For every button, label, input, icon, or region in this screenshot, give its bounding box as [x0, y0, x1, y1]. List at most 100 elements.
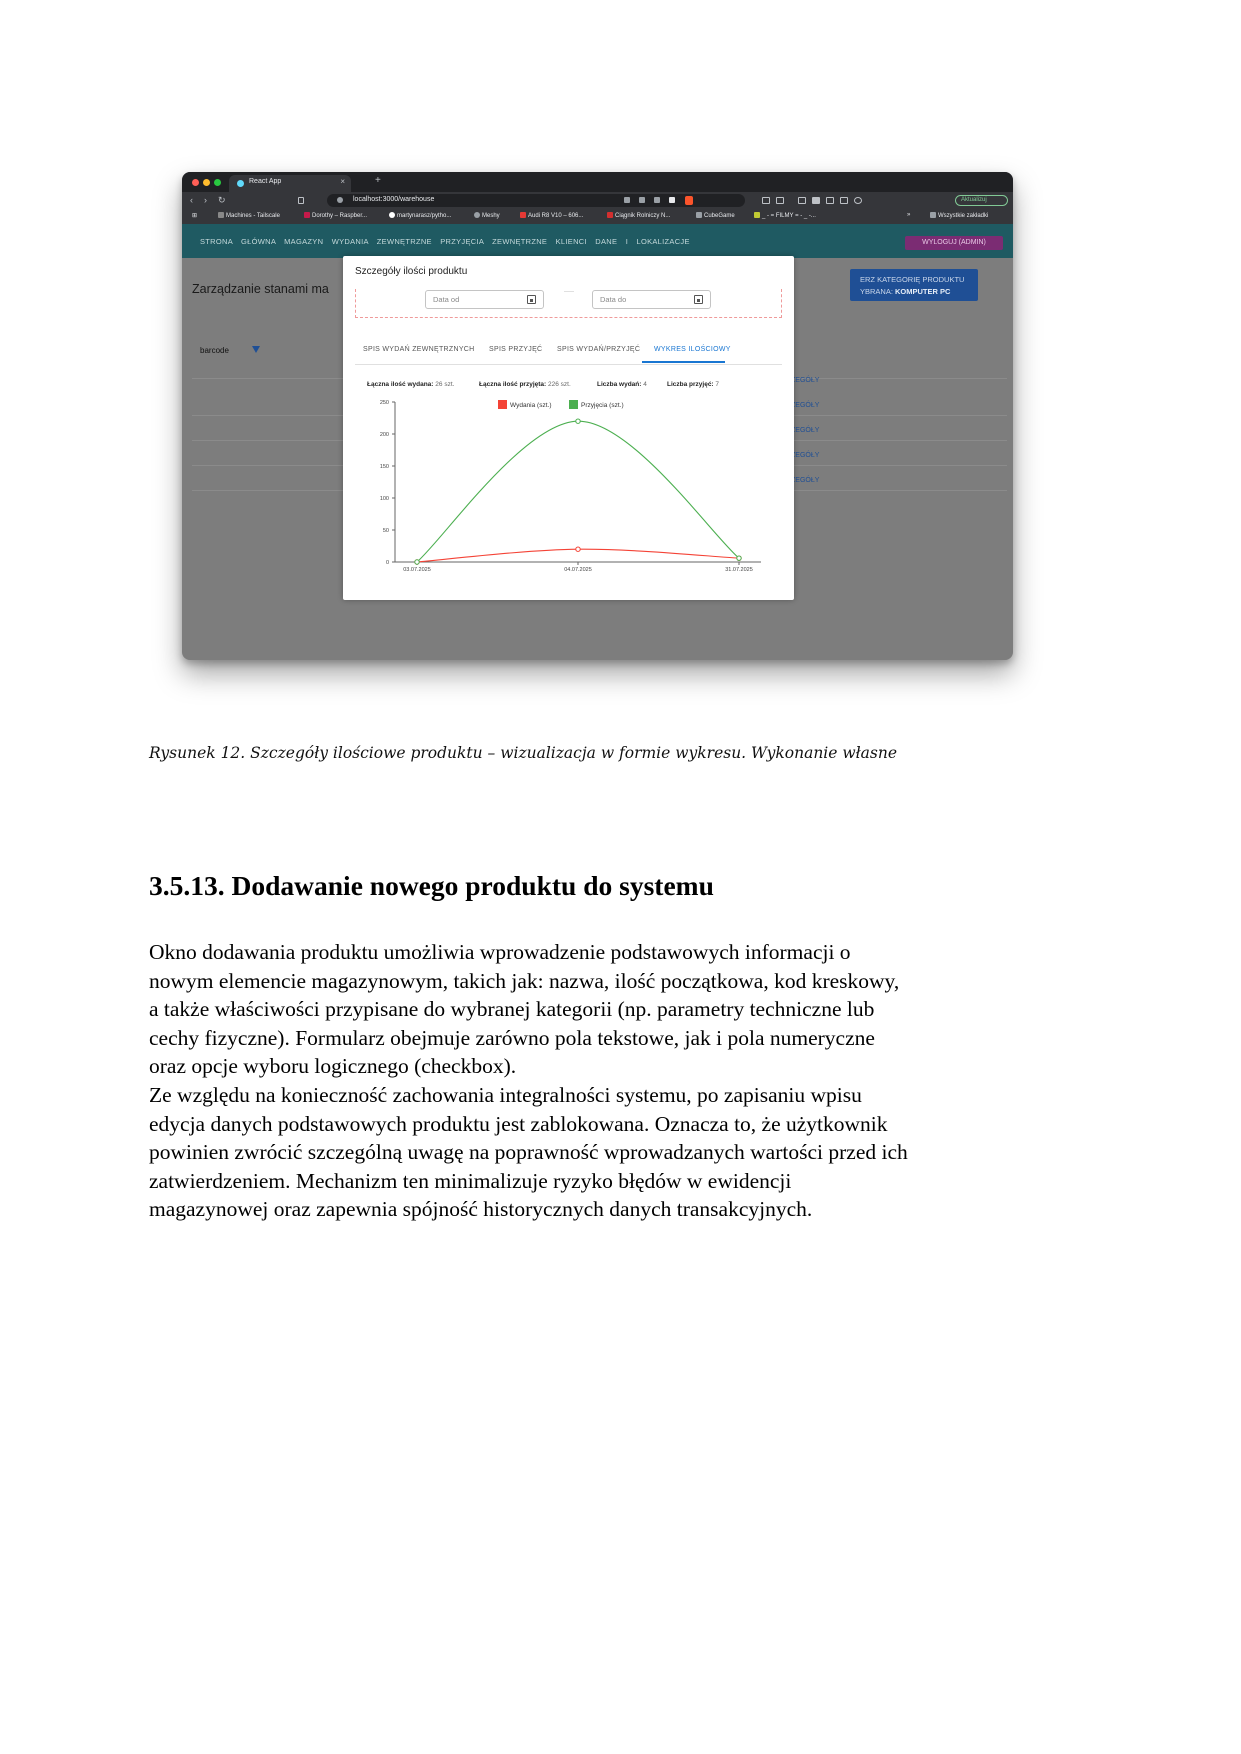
site-info-icon[interactable] [337, 197, 343, 203]
paragraph-line: oraz opcje wyboru logicznego (checkbox). [149, 1054, 517, 1079]
stat-receipts-count: Liczba przyjęć: 7 [667, 381, 720, 388]
share-icon[interactable] [654, 197, 660, 203]
new-tab-button[interactable]: + [375, 175, 381, 186]
legend-swatch [498, 400, 507, 409]
close-tab-icon[interactable]: × [340, 177, 345, 186]
screenshot-icon[interactable] [776, 197, 784, 204]
tab-issues-receipts[interactable]: SPIS WYDAŃ/PRZYJĘĆ [557, 346, 641, 353]
date-from-field[interactable]: Data od [425, 290, 544, 309]
bookmarks-bar: ⊞ Machines - Tailscale Dorothy – Raspber… [182, 209, 1013, 225]
calendar-icon[interactable] [527, 295, 536, 304]
browser-toolbar: ‹ › ↻ localhost:3000/warehouse Aktualizu… [182, 192, 1013, 209]
bookmark-item[interactable]: Machines - Tailscale [218, 212, 280, 219]
raspberry-icon [304, 212, 310, 218]
paragraph-line: a także właściwości przypisane do wybran… [149, 997, 875, 1022]
page-title: Zarządzanie stanami ma [192, 282, 329, 296]
bookmark-item[interactable]: Meshy [474, 212, 500, 219]
details-link[interactable]: SZCZEGÓŁY [777, 427, 820, 434]
y-tick-label: 100 [380, 496, 389, 502]
forward-icon[interactable]: › [204, 195, 207, 205]
update-button[interactable]: Aktualizuj [955, 195, 1008, 206]
folder-icon [930, 212, 936, 218]
data-point [575, 546, 581, 552]
app-nav-items[interactable]: STRONA GŁÓWNA MAGAZYN WYDANIA ZEWNĘTRZNE… [200, 237, 690, 246]
cast-icon[interactable] [639, 197, 645, 203]
audi-icon [520, 212, 526, 218]
date-range-section [355, 289, 782, 318]
bookmark-item[interactable]: _ - = FILMY = - _ -... [754, 212, 816, 219]
date-to-placeholder: Data do [600, 295, 627, 304]
tab-external-issues[interactable]: SPIS WYDAŃ ZEWNĘTRZNYCH [363, 346, 475, 353]
folder-icon [696, 212, 702, 218]
x-tick-label: 04.07.2025 [564, 567, 592, 573]
choose-category-button[interactable]: ERZ KATEGORIĘ PRODUKTU YBRANA: KOMPUTER … [850, 269, 978, 301]
brave-rewards-icon[interactable] [685, 196, 693, 205]
extension-icon[interactable] [762, 197, 770, 204]
details-link[interactable]: SZCZEGÓŁY [777, 452, 820, 459]
tailscale-icon [218, 212, 224, 218]
details-link[interactable]: SZCZEGÓŁY [777, 377, 820, 384]
paragraph-line: Ze względu na konieczność zachowania int… [149, 1082, 862, 1107]
paragraph-line: cechy fizyczne). Formularz obejmuje zaró… [149, 1025, 875, 1050]
minimize-window-button[interactable] [203, 179, 210, 186]
bookmark-icon[interactable] [298, 197, 304, 204]
sidebar-icon[interactable] [812, 197, 820, 204]
body-paragraph: Okno dodawania produktu umożliwia wprowa… [149, 938, 908, 1224]
tab-title: React App [249, 178, 282, 185]
details-link[interactable]: SZCZEGÓŁY [777, 477, 820, 484]
music-icon[interactable] [798, 197, 806, 204]
tab-receipts[interactable]: SPIS PRZYJĘĆ [489, 346, 543, 353]
figure-caption: Rysunek 12. Szczegóły ilościowe produktu… [149, 744, 898, 762]
logout-button[interactable]: WYLOGUJ (ADMIN) [905, 236, 1003, 250]
tabs-icon[interactable] [826, 197, 834, 204]
barcode-column-header: barcode [200, 346, 229, 355]
browser-tab[interactable]: React App × [229, 175, 351, 192]
date-to-field[interactable]: Data do [592, 290, 711, 309]
y-tick-label: 0 [386, 560, 389, 566]
tab-quantity-chart[interactable]: WYKRES ILOŚCIOWY [654, 346, 731, 353]
bookmark-item[interactable]: CubeGame [696, 212, 735, 219]
url-text: localhost:3000/warehouse [353, 196, 435, 203]
reload-icon[interactable]: ↻ [218, 195, 226, 205]
category-button-label: ERZ KATEGORIĘ PRODUKTU [860, 275, 965, 284]
key-icon[interactable] [624, 197, 630, 203]
bookmark-item[interactable]: Dorothy – Raspber... [304, 212, 367, 219]
all-bookmarks[interactable]: Wszystkie zakładki [930, 212, 988, 219]
x-tick-label: 31.07.2025 [725, 567, 753, 573]
y-tick-label: 50 [383, 528, 389, 534]
bookmark-item[interactable]: martynarasz/pytho... [389, 212, 451, 219]
meshy-icon [474, 212, 480, 218]
more-bookmarks-button[interactable]: » [907, 212, 911, 218]
modal-title: Szczegóły ilości produktu [355, 266, 468, 277]
apps-icon[interactable]: ⊞ [192, 213, 198, 219]
update-label: Aktualizuj [961, 197, 987, 203]
paragraph-line: edycja danych podstawowych produktu jest… [149, 1111, 888, 1136]
paragraph-line: nowym elemencie magazynowym, takich jak:… [149, 968, 900, 993]
github-icon [389, 212, 395, 218]
stat-total-received: Łączna ilość przyjęta: 226 szt. [479, 381, 571, 388]
data-point [414, 559, 420, 565]
react-icon [237, 180, 244, 187]
bookmark-item[interactable]: Audi R8 V10 – 606... [520, 212, 583, 219]
maximize-window-button[interactable] [214, 179, 221, 186]
close-window-button[interactable] [192, 179, 199, 186]
active-tab-indicator [642, 361, 725, 363]
shield-icon[interactable] [669, 197, 675, 203]
date-separator [564, 291, 574, 292]
wallet-icon[interactable] [840, 197, 848, 204]
series-line [416, 420, 740, 563]
data-point [575, 418, 581, 424]
legend-label: Wydania (szt.) [510, 402, 551, 409]
back-icon[interactable]: ‹ [190, 195, 193, 205]
details-link[interactable]: SZCZEGÓŁY [777, 402, 820, 409]
quantity-chart: 0 50 100 150 200 250 03.07.2025 04.07.2025 31.07… [380, 400, 761, 573]
date-from-placeholder: Data od [433, 295, 460, 304]
y-tick-label: 150 [380, 464, 389, 470]
calendar-icon[interactable] [694, 295, 703, 304]
address-bar[interactable]: localhost:3000/warehouse [327, 194, 745, 207]
bookmark-item[interactable]: Ciągnik Rolniczy N... [607, 212, 670, 219]
filter-icon[interactable] [252, 346, 260, 353]
x-tick-label: 03.07.2025 [403, 567, 431, 573]
vpn-icon[interactable] [854, 197, 862, 204]
paragraph-line: magazynowej oraz zapewnia spójność histo… [149, 1197, 813, 1222]
